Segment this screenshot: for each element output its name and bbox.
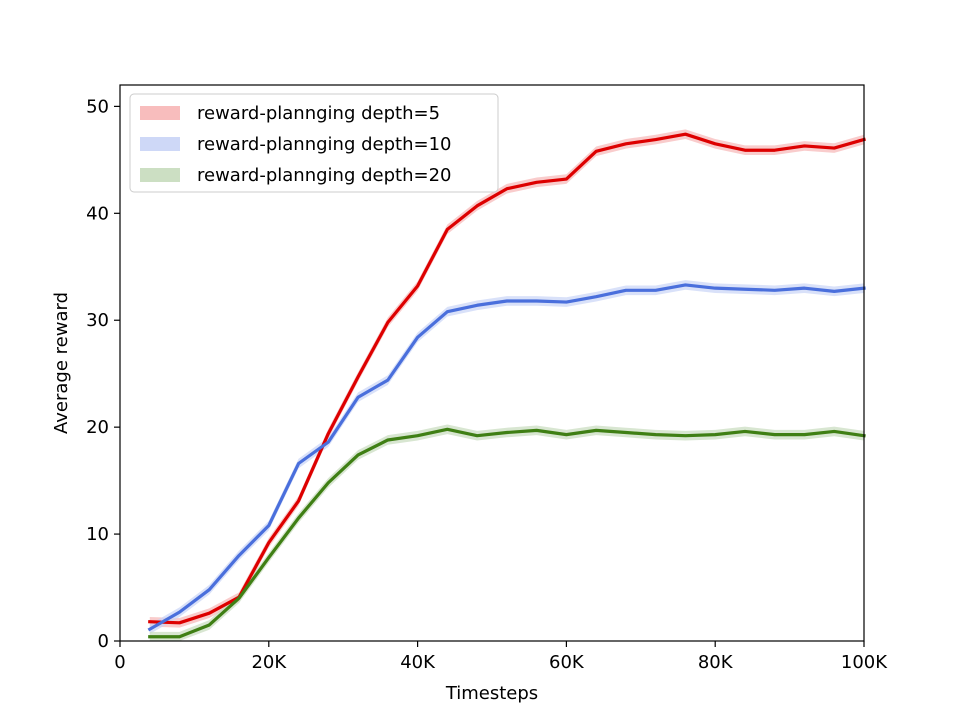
legend-box (129, 93, 499, 193)
series-line-2 (148, 427, 866, 639)
x-tick-label: 0 (114, 652, 125, 673)
series-lines (147, 132, 866, 639)
series-bands (149, 129, 864, 641)
y-tick-label: 50 (86, 96, 109, 117)
y-axis-label: Average reward (51, 292, 72, 434)
x-tick-label: 80K (698, 652, 734, 673)
y-axis-ticks: 0 10 20 30 40 50 (86, 96, 120, 652)
y-tick-label: 10 (86, 524, 109, 545)
y-tick-label: 0 (98, 631, 109, 652)
x-tick-label: 20K (251, 652, 287, 673)
x-axis-ticks: 0 20K 40K 60K 80K 100K (114, 641, 888, 673)
y-tick-label: 30 (86, 310, 109, 331)
x-tick-label: 60K (549, 652, 585, 673)
series-line-0 (148, 132, 866, 625)
legend-label-2: reward-plannging depth=20 (197, 165, 451, 186)
legend-label-0: reward-plannging depth=5 (197, 103, 440, 124)
x-axis-label: Timesteps (445, 683, 538, 704)
y-tick-label: 40 (86, 203, 109, 224)
legend-swatch-1 (140, 137, 180, 151)
plot-frame (119, 84, 865, 642)
series-band-2 (149, 424, 864, 641)
legend-swatch-2 (140, 168, 180, 182)
series-line-1 (147, 283, 866, 632)
legend-swatch-0 (140, 106, 180, 120)
legend: reward-plannging depth=5 reward-plannging… (129, 93, 499, 193)
y-tick-label: 20 (86, 417, 109, 438)
legend-label-1: reward-plannging depth=10 (197, 134, 451, 155)
x-tick-label: 40K (400, 652, 436, 673)
x-tick-label: 100K (841, 652, 888, 673)
